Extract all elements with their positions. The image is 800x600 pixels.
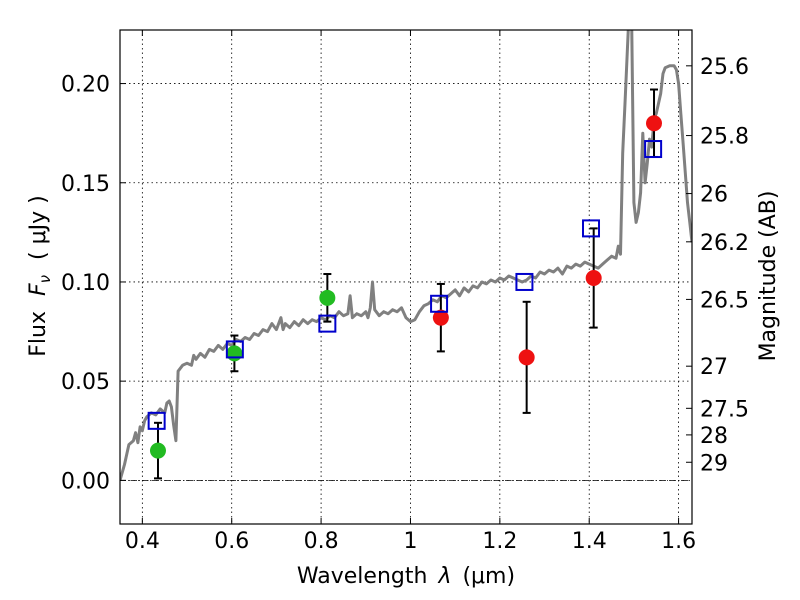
model-point	[147, 411, 166, 430]
observed-point	[518, 349, 535, 366]
x-tick-label: 1.2	[482, 529, 517, 554]
model-point	[515, 272, 534, 291]
observed-point	[149, 442, 166, 459]
sed-curve	[120, 30, 692, 481]
x-tick-label: 0.6	[214, 529, 249, 554]
magnitude-axis-label: Magnitude (AB)	[756, 191, 781, 362]
observed-point	[319, 289, 336, 306]
y-tick-label: 0.05	[61, 370, 110, 395]
magnitude-tick-label: 25.8	[700, 125, 749, 150]
model-point	[582, 219, 601, 238]
sed-curve-group	[120, 30, 692, 481]
observed-point	[226, 345, 243, 362]
x-tick-label: 1.6	[661, 529, 696, 554]
magnitude-tick-label: 26	[700, 183, 728, 208]
observed-point	[585, 269, 602, 286]
model-points	[147, 140, 663, 430]
y-axis-label: Flux Fν ( μJy )	[26, 195, 56, 356]
magnitude-tick-label: 27.5	[700, 397, 749, 422]
magnitude-tick-label: 26.5	[700, 288, 749, 313]
y-tick-label: 0.20	[61, 73, 110, 98]
y-tick-label: 0.10	[61, 271, 110, 296]
grid	[120, 30, 692, 524]
x-tick-label: 0.4	[125, 529, 160, 554]
error-bars	[153, 88, 659, 480]
model-point	[644, 140, 663, 159]
model-point	[318, 314, 337, 333]
observed-point	[432, 309, 449, 326]
y-tick-label: 0.15	[61, 172, 110, 197]
magnitude-tick-label: 25.6	[700, 55, 749, 80]
x-axis-label: Wavelength λ (μm)	[297, 564, 515, 589]
x-tick-label: 1	[403, 529, 417, 554]
magnitude-tick-label: 27	[700, 355, 728, 380]
magnitude-tick-label: 28	[700, 424, 728, 449]
magnitude-tick-label: 29	[700, 451, 728, 476]
plot-frame	[119, 29, 693, 525]
magnitude-tick-label: 26.2	[700, 231, 749, 256]
model-point	[225, 340, 244, 359]
observed-point	[646, 115, 663, 132]
y-axis-ticks: 0.00 0.05 0.10 0.15 0.20	[61, 73, 126, 494]
model-point	[430, 294, 449, 313]
x-tick-label: 1.4	[572, 529, 607, 554]
x-tick-label: 0.8	[304, 529, 339, 554]
x-axis-ticks: 0.4 0.6 0.8 1 1.2 1.4 1.6	[125, 30, 696, 554]
y-tick-label: 0.00	[61, 469, 110, 494]
observed-points	[149, 115, 663, 459]
